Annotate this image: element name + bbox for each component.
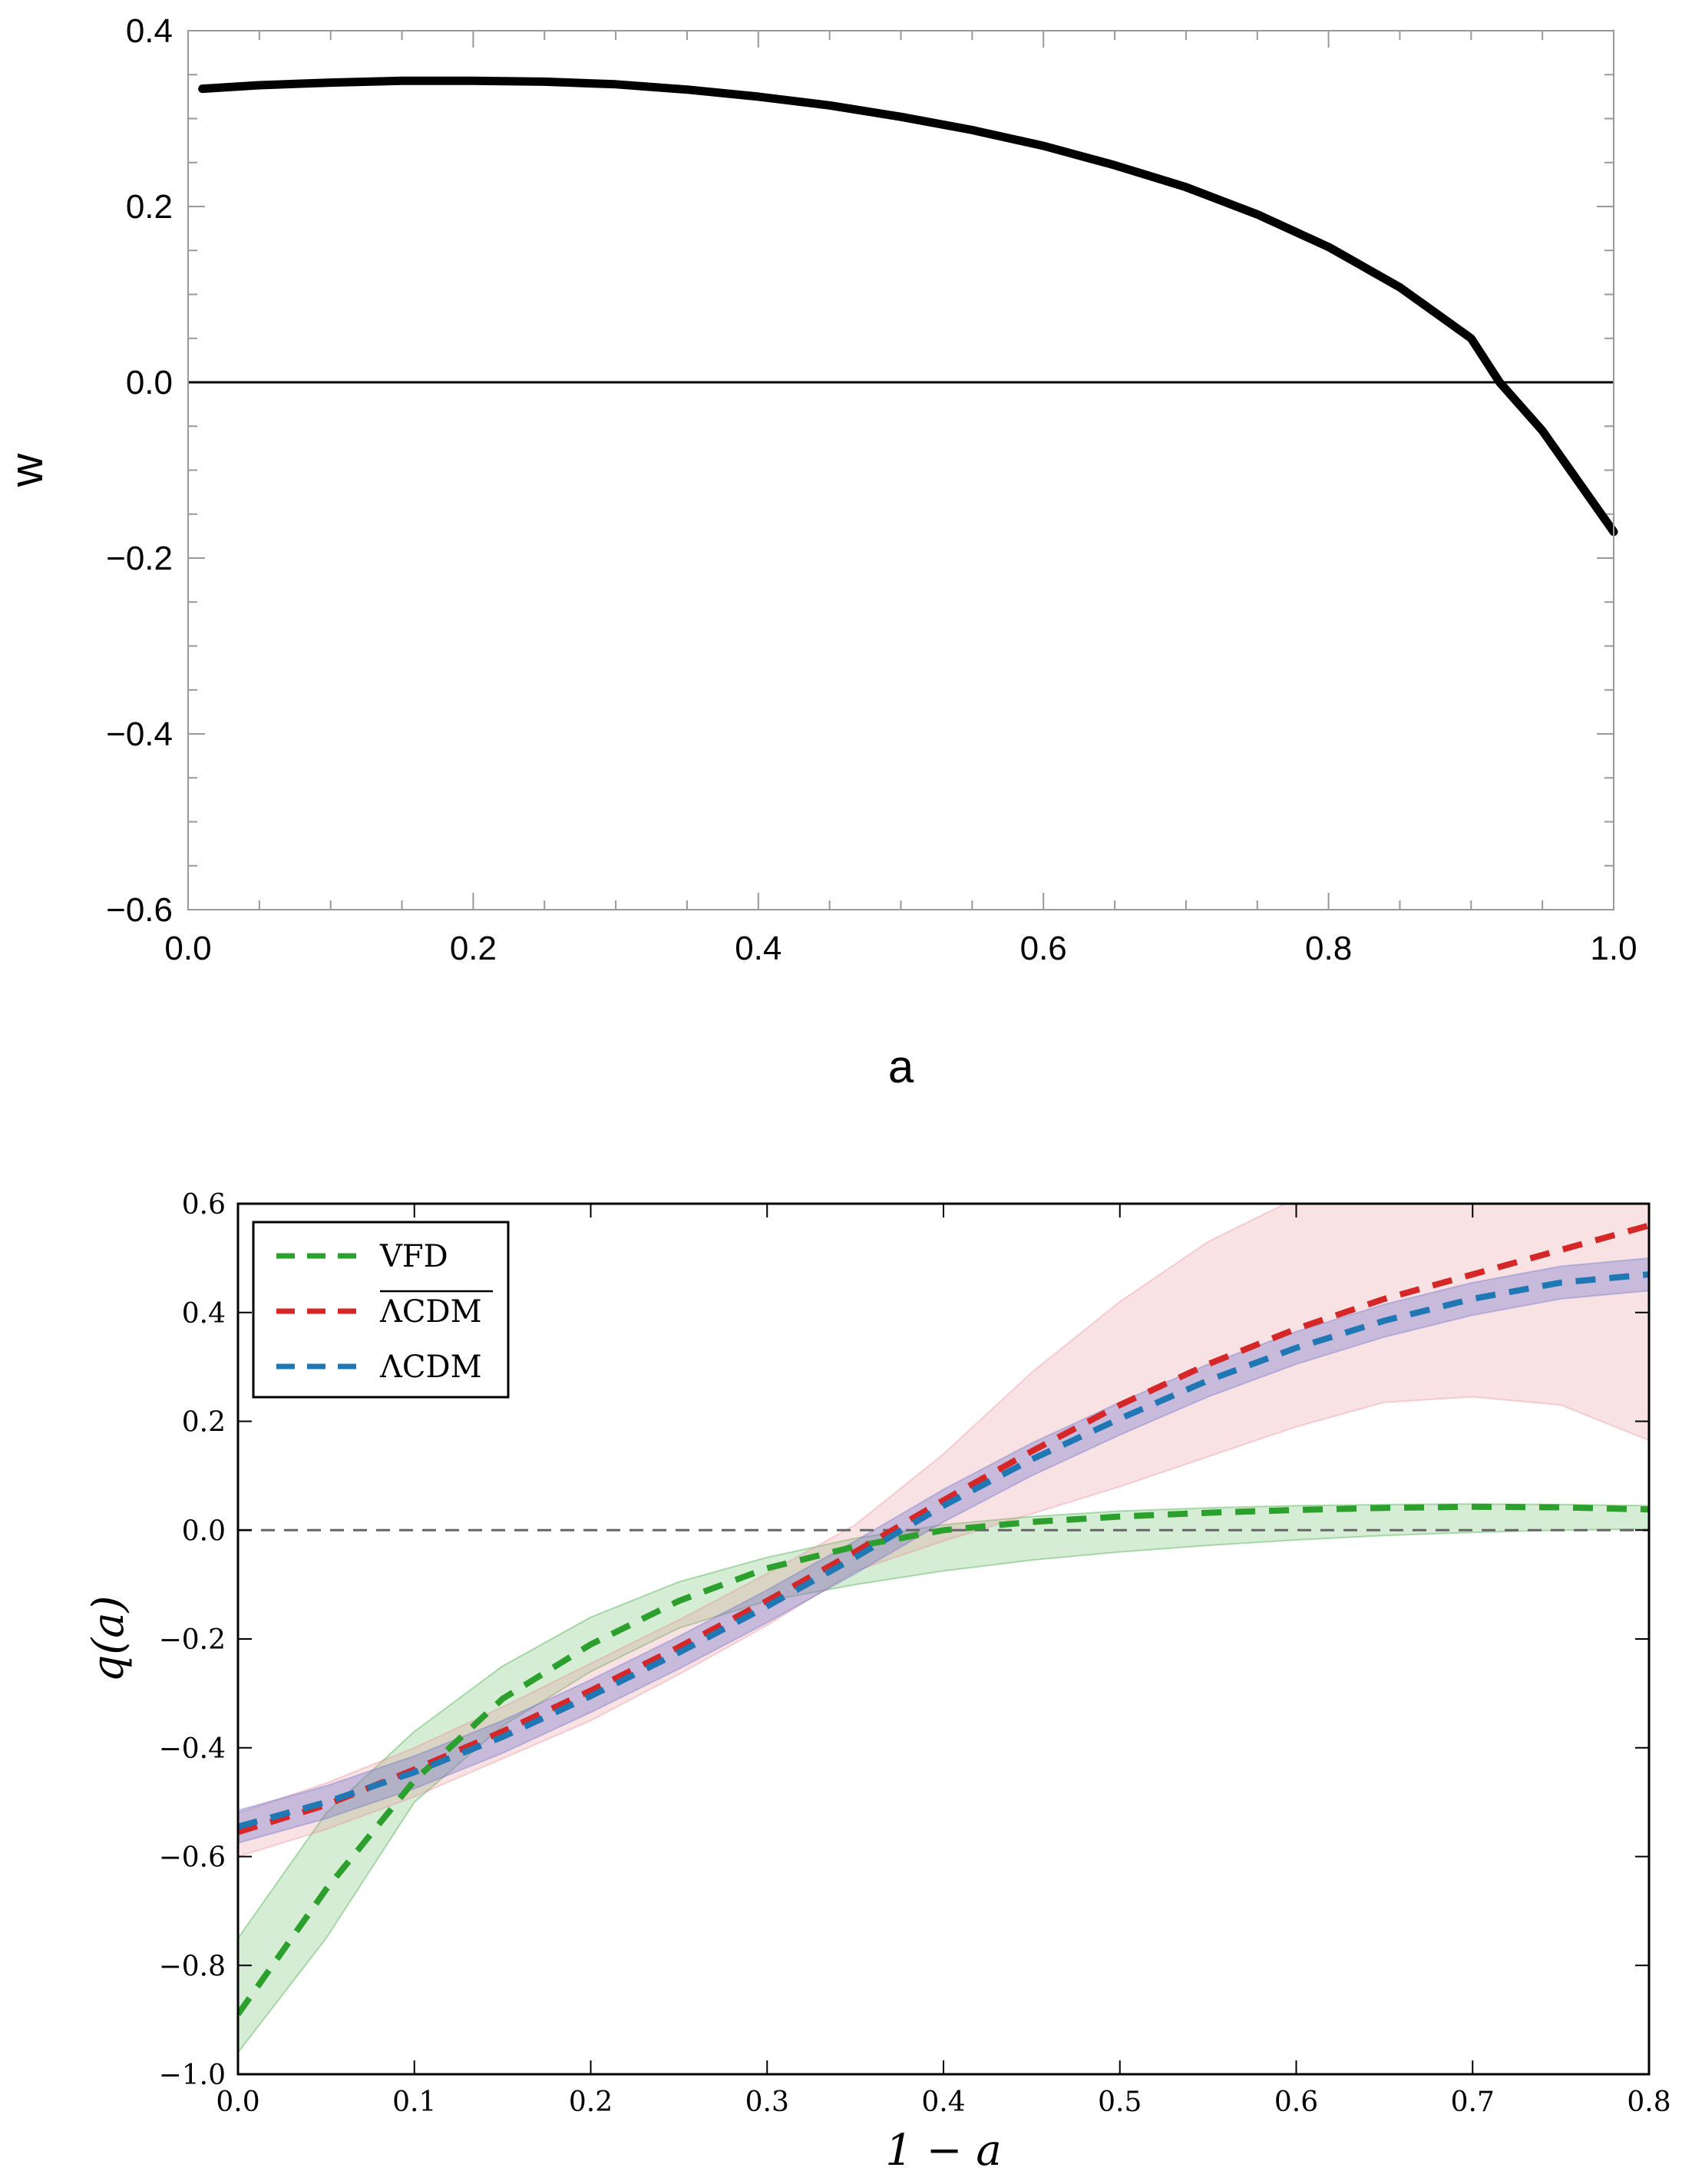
bottom-y-tick-label: 0.6 (182, 1189, 226, 1221)
legend-label: ΛCDM (379, 1350, 482, 1385)
bottom-x-tick-label: 0.4 (921, 2087, 965, 2118)
bottom-y-tick-label: −0.8 (159, 1951, 226, 1982)
w-curve (198, 76, 1618, 537)
bottom-y-tick-label: 0.0 (182, 1515, 226, 1547)
legend-label: ΛCDM (379, 1294, 482, 1330)
top-x-axis-label: a (888, 1041, 914, 1092)
line-series-1 (238, 1222, 1649, 1835)
top-x-tick-label: 0.8 (1305, 930, 1352, 967)
top-y-tick-label: 0.2 (126, 188, 173, 226)
top-plot-frame (187, 30, 1614, 910)
bottom-x-tick-label: 0.3 (745, 2087, 789, 2118)
bottom-x-tick-label: 0.5 (1098, 2087, 1142, 2118)
bottom-x-tick-label: 0.6 (1274, 2087, 1318, 2118)
w-vs-a-chart: 0.0 0.2 0.4 0.6 0.8 1.0 0.4 0.2 0.0 −0.2 −0.4 −0.6… (1, 12, 1637, 1092)
top-x-tick-label: 0.6 (1020, 930, 1067, 967)
top-x-tick-labels: 0.0 0.2 0.4 0.6 0.8 1.0 (164, 930, 1637, 967)
bottom-x-tick-labels: 0.0 0.1 0.2 0.3 0.4 0.5 0.6 0.7 0.8 (216, 2087, 1670, 2118)
top-x-tick-label: 0.0 (164, 930, 211, 967)
legend: VFD ΛCDM ΛCDM (252, 1221, 510, 1399)
top-y-tick-label: −0.2 (106, 540, 173, 577)
bottom-y-axis-label: q(a) (84, 1596, 134, 1683)
q-vs-1-minus-a-chart: 0.0 0.1 0.2 0.3 0.4 0.5 0.6 0.7 0.8 0.60.40.20.0… (84, 1189, 1671, 2176)
top-y-tick-label: 0.4 (126, 12, 173, 50)
bottom-y-tick-label: −1.0 (159, 2060, 226, 2091)
bottom-y-tick-labels: 0.6 0.4 0.2 0.0 −0.2 −0.4 −0.6 −0.8 −1.0 (159, 1189, 226, 2091)
top-y-tick-labels: 0.4 0.2 0.0 −0.2 −0.4 −0.6 (106, 12, 173, 929)
bottom-x-tick-label: 0.1 (392, 2087, 436, 2118)
legend-label: VFD (379, 1239, 448, 1274)
top-y-axis-label: w (1, 453, 52, 487)
bottom-x-axis-label: 1 − a (885, 2126, 1002, 2176)
bottom-y-tick-label: −0.6 (159, 1842, 226, 1874)
bottom-y-tick-label: 0.2 (182, 1407, 226, 1439)
top-y-tick-label: −0.6 (106, 891, 173, 929)
bottom-x-tick-label: 0.2 (569, 2087, 613, 2118)
bottom-x-tick-label: 0.7 (1451, 2087, 1495, 2118)
top-y-tick-label: 0.0 (126, 364, 173, 401)
bottom-y-tick-label: −0.2 (159, 1624, 226, 1656)
top-y-tick-label: −0.4 (106, 715, 173, 753)
legend-box (252, 1221, 510, 1399)
series-lines (238, 1222, 1649, 2017)
top-x-tick-label: 0.4 (735, 930, 782, 967)
bottom-y-tick-label: 0.4 (182, 1298, 226, 1330)
line-series-2 (238, 1271, 1649, 1830)
bottom-plot-frame (236, 1202, 1651, 2076)
top-x-tick-label: 0.2 (450, 930, 497, 967)
top-x-tick-label: 1.0 (1590, 930, 1637, 967)
bottom-x-tick-label: 0.8 (1627, 2087, 1670, 2118)
line-series-0 (238, 1503, 1649, 2017)
bottom-y-tick-label: −0.4 (159, 1733, 226, 1765)
bottom-x-tick-label: 0.0 (216, 2087, 259, 2118)
